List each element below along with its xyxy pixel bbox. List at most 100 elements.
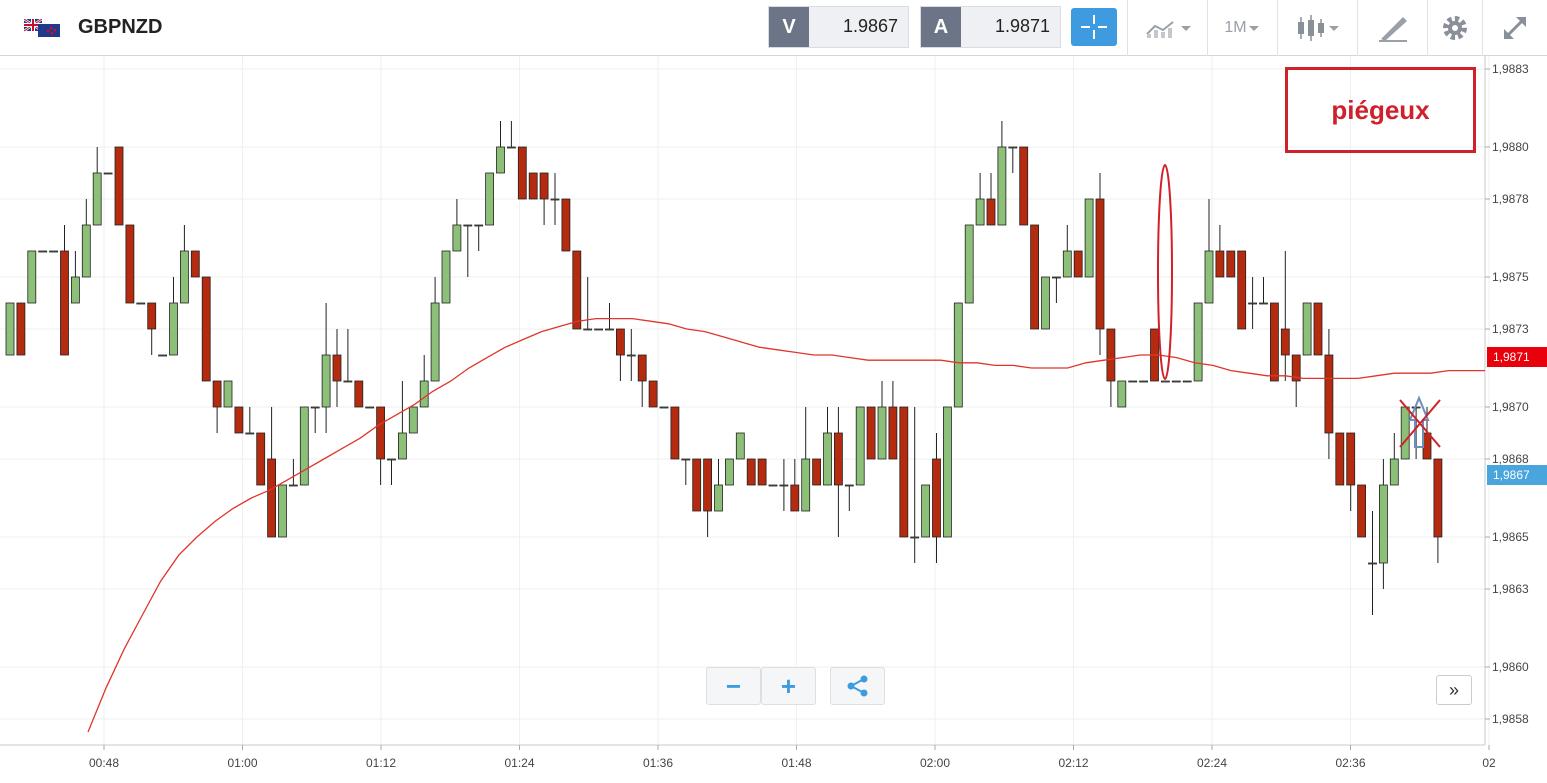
- crosshair-button[interactable]: [1071, 8, 1117, 46]
- candle-body-down: [834, 432, 843, 486]
- ma-price-value: 1,9871: [1493, 350, 1530, 364]
- candle: [114, 146, 124, 226]
- candle-body-up: [681, 458, 691, 461]
- candle: [1204, 199, 1214, 304]
- candle: [397, 381, 407, 460]
- minus-icon: −: [725, 670, 742, 701]
- candle: [1302, 302, 1312, 356]
- price-chart[interactable]: 1,9858 1,9860 1,9863 1,9865 1,9868 1,9870 1,98…: [0, 56, 1547, 783]
- candle-body-down: [703, 458, 712, 512]
- share-button[interactable]: [830, 667, 885, 705]
- scroll-to-latest-button[interactable]: »: [1436, 675, 1472, 705]
- candle: [1400, 406, 1410, 460]
- x-tick-label: 01:24: [504, 756, 534, 770]
- candle-body-down: [1313, 302, 1323, 356]
- candle-body-up: [1400, 406, 1410, 460]
- candle-body-down: [1280, 328, 1290, 356]
- candle: [953, 302, 963, 408]
- candle: [725, 458, 734, 486]
- zoom-out-button[interactable]: −: [706, 667, 761, 705]
- annotation-label-box: piégeux: [1285, 67, 1476, 153]
- candle-body-down: [16, 302, 26, 356]
- candle-body-up: [419, 380, 429, 408]
- candle: [768, 484, 778, 487]
- candle: [485, 172, 495, 226]
- candle-body-down: [932, 458, 941, 538]
- candle: [1346, 432, 1356, 511]
- share-icon: [847, 675, 867, 697]
- candle: [932, 433, 941, 563]
- annotation-ellipse: [1157, 164, 1173, 380]
- candle-body-down: [899, 406, 909, 538]
- candle-body-down: [692, 458, 702, 512]
- candle-body-up: [659, 406, 669, 409]
- candle-body-up: [735, 432, 745, 460]
- candle-body-up: [463, 224, 473, 227]
- candle: [779, 459, 789, 511]
- candle-body-up: [855, 406, 865, 486]
- sell-quote[interactable]: V 1.9867: [768, 6, 909, 48]
- candle-body-down: [648, 380, 658, 408]
- candle: [190, 250, 200, 278]
- candle-body-up: [921, 484, 930, 538]
- candle: [234, 406, 244, 434]
- candle: [616, 328, 625, 381]
- y-tick-label: 1,9873: [1492, 322, 1529, 336]
- candle-body-down: [267, 458, 277, 538]
- candle: [801, 407, 811, 512]
- candle-body-up: [5, 302, 15, 356]
- timeframe-button[interactable]: 1M: [1207, 0, 1277, 56]
- gear-icon: [1443, 16, 1467, 40]
- drawing-tools-button[interactable]: [1357, 0, 1427, 56]
- candle: [921, 484, 930, 538]
- candle: [1324, 329, 1334, 459]
- annotation-cross-arrow: [1399, 395, 1441, 448]
- candle-body-down: [1422, 432, 1432, 460]
- candle-body-up: [299, 406, 309, 486]
- candlestick-series: [5, 121, 1443, 615]
- candle: [1062, 225, 1072, 278]
- y-tick-label: 1,9863: [1492, 582, 1529, 596]
- candle-body-down: [986, 198, 996, 226]
- candle: [550, 173, 560, 225]
- candle-body-down: [637, 354, 647, 382]
- chart-type-button[interactable]: [1127, 0, 1207, 56]
- candle-body-down: [812, 458, 821, 486]
- candle: [899, 406, 909, 538]
- candle-body-up: [288, 484, 298, 487]
- candle: [38, 250, 48, 253]
- candle: [1389, 433, 1399, 486]
- candle-body-up: [823, 432, 832, 486]
- candle: [256, 432, 266, 486]
- zoom-in-button[interactable]: +: [761, 667, 816, 705]
- candle: [757, 458, 767, 486]
- candle-body-up: [583, 328, 593, 331]
- candle: [212, 380, 222, 433]
- candle-style-button[interactable]: [1277, 0, 1357, 56]
- candle: [626, 329, 636, 381]
- chart-toolbar: GBPNZD V 1.9867 A 1.9871 1M: [0, 0, 1547, 56]
- candle-body-up: [626, 354, 636, 357]
- candle: [844, 484, 854, 511]
- candle: [703, 458, 712, 537]
- buy-quote[interactable]: A 1.9871: [920, 6, 1061, 48]
- candle-body-up: [1041, 276, 1050, 330]
- candle-body-up: [365, 406, 375, 409]
- candle-body-up: [779, 484, 789, 487]
- settings-button[interactable]: [1427, 0, 1482, 56]
- candle-body-up: [1379, 484, 1388, 564]
- candle: [60, 225, 69, 356]
- candle-body-up: [910, 536, 920, 539]
- moving-average-series: [87, 317, 1485, 733]
- fullscreen-button[interactable]: [1482, 0, 1547, 56]
- candle-body-down: [757, 458, 767, 486]
- candle-body-up: [1389, 458, 1399, 486]
- buy-tag: A: [921, 7, 961, 47]
- candle-body-up: [1008, 146, 1018, 149]
- candle: [1161, 380, 1170, 383]
- candle-body-up: [550, 198, 560, 201]
- candle: [714, 459, 723, 512]
- line-chart-icon: [1145, 21, 1191, 38]
- candle: [1084, 198, 1094, 278]
- instrument-symbol: GBPNZD: [78, 16, 163, 38]
